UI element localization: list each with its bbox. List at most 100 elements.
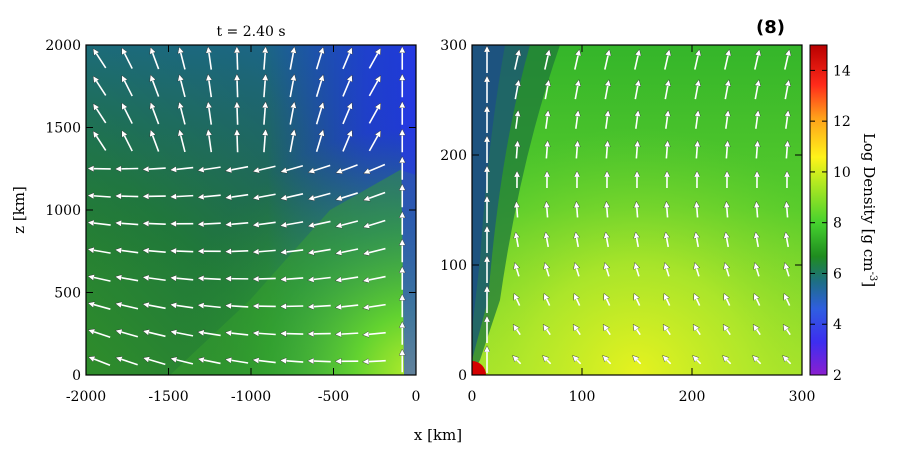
velocity-arrow xyxy=(171,305,194,309)
velocity-arrow xyxy=(172,359,194,365)
velocity-arrow xyxy=(116,223,139,225)
velocity-arrow xyxy=(634,81,638,100)
velocity-arrow xyxy=(634,294,641,306)
velocity-arrow xyxy=(604,294,611,306)
velocity-arrow xyxy=(117,331,139,338)
right-x-tick-labels: 0 100 200 300 xyxy=(468,389,816,405)
velocity-arrow xyxy=(786,111,788,129)
colorbar: 2 4 6 8 10 12 14 Log Density [g cm-3] xyxy=(809,44,878,384)
left-density-map xyxy=(86,45,416,375)
velocity-arrow xyxy=(694,50,699,70)
velocity-arrow xyxy=(368,104,380,124)
velocity-arrow xyxy=(116,250,139,253)
velocity-arrow xyxy=(696,142,697,159)
velocity-arrow xyxy=(364,361,386,362)
velocity-arrow xyxy=(309,164,331,172)
x-tick-label: 300 xyxy=(789,389,816,405)
velocity-arrow xyxy=(254,222,276,225)
velocity-arrow xyxy=(226,165,249,171)
velocity-arrow xyxy=(786,142,787,159)
velocity-arrow xyxy=(636,203,637,218)
velocity-arrow xyxy=(694,325,701,336)
velocity-arrow xyxy=(226,333,249,335)
time-label: t = 2.40 s xyxy=(216,24,285,40)
velocity-arrow xyxy=(144,223,166,224)
velocity-arrow xyxy=(199,359,221,365)
velocity-arrow xyxy=(514,81,518,100)
velocity-arrow xyxy=(724,50,729,70)
velocity-arrow xyxy=(122,131,133,152)
velocity-arrow xyxy=(289,130,294,153)
velocity-arrow xyxy=(664,325,671,336)
velocity-arrow xyxy=(342,104,352,125)
velocity-arrow xyxy=(696,233,698,248)
left-x-tick-labels: -2000 -1500 -1000 -500 0 xyxy=(66,389,421,405)
velocity-arrow xyxy=(309,192,331,199)
velocity-arrow xyxy=(364,219,386,227)
velocity-arrow xyxy=(665,264,670,277)
velocity-arrow xyxy=(368,132,380,152)
velocity-arrow xyxy=(606,203,607,218)
velocity-arrow xyxy=(576,203,577,218)
velocity-arrow xyxy=(254,165,276,171)
velocity-arrow xyxy=(342,131,352,152)
velocity-arrow xyxy=(754,50,759,70)
right-panel: 0 100 200 300 0 100 200 300 xyxy=(440,38,815,405)
velocity-arrow xyxy=(144,304,166,310)
velocity-arrow xyxy=(180,103,186,125)
velocity-arrow xyxy=(666,233,668,248)
velocity-arrow xyxy=(199,223,221,224)
velocity-arrow xyxy=(696,203,697,218)
velocity-arrow xyxy=(226,359,249,364)
velocity-arrow xyxy=(576,142,577,159)
velocity-arrow xyxy=(364,247,386,254)
velocity-arrow xyxy=(94,77,107,96)
velocity-arrow xyxy=(199,166,221,170)
velocity-arrow xyxy=(180,76,186,98)
velocity-arrow xyxy=(606,233,608,248)
velocity-arrow xyxy=(336,305,359,307)
velocity-arrow xyxy=(604,81,608,100)
velocity-arrow xyxy=(151,131,160,152)
velocity-arrow xyxy=(364,191,386,200)
velocity-arrow xyxy=(724,294,731,306)
velocity-arrow xyxy=(94,132,107,151)
velocity-arrow xyxy=(516,111,518,129)
velocity-arrow xyxy=(544,325,551,336)
y-tick-label: 300 xyxy=(440,38,467,54)
x-tick-label: 200 xyxy=(679,389,706,405)
velocity-arrow xyxy=(544,81,548,100)
velocity-arrow xyxy=(726,111,728,129)
velocity-arrow xyxy=(309,306,331,307)
velocity-arrow xyxy=(666,142,667,159)
velocity-arrow xyxy=(171,278,194,280)
velocity-arrow xyxy=(336,333,359,334)
velocity-arrow xyxy=(281,333,304,334)
velocity-arrow xyxy=(664,50,669,70)
y-axis-label: z [km] xyxy=(10,186,28,234)
velocity-arrow xyxy=(786,203,787,218)
velocity-arrow xyxy=(199,278,221,279)
velocity-arrow xyxy=(337,220,359,227)
x-tick-label: -2000 xyxy=(66,389,106,405)
velocity-arrow xyxy=(199,305,221,307)
velocity-arrow xyxy=(342,49,352,70)
y-tick-label: 1500 xyxy=(45,121,81,137)
velocity-arrow xyxy=(315,48,323,70)
velocity-arrow xyxy=(368,49,380,69)
velocity-arrow xyxy=(89,195,111,197)
velocity-arrow xyxy=(754,81,758,100)
velocity-arrow xyxy=(514,294,521,306)
velocity-arrow xyxy=(783,356,792,365)
velocity-arrow xyxy=(122,49,133,69)
colorbar-tick-label: 8 xyxy=(833,216,842,232)
velocity-arrow xyxy=(180,131,186,153)
left-axis-ticks xyxy=(85,44,417,376)
velocity-arrow xyxy=(546,111,548,129)
velocity-arrow xyxy=(226,251,249,252)
velocity-arrow xyxy=(786,233,788,248)
velocity-arrow xyxy=(89,276,111,282)
velocity-arrow xyxy=(289,103,294,125)
velocity-arrow xyxy=(726,142,727,159)
colorbar-tick-label: 10 xyxy=(833,165,851,181)
